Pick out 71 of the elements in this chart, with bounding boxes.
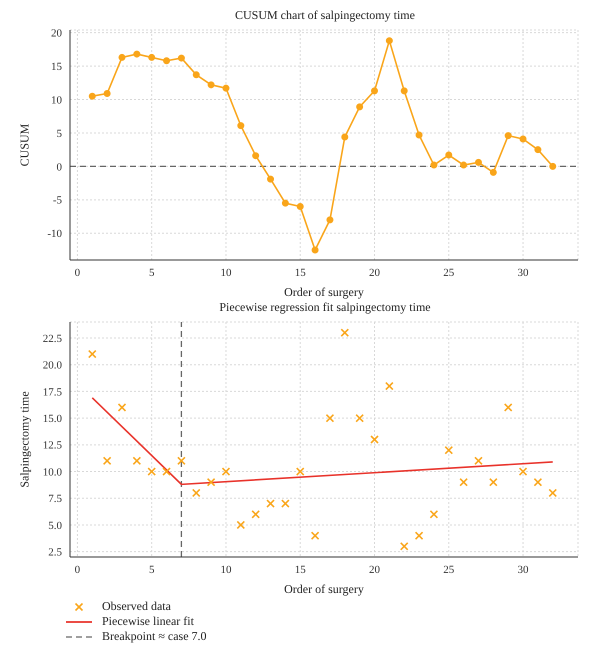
y-tick-label: 15.0	[42, 413, 62, 426]
chart-title: CUSUM chart of salpingectomy time	[234, 8, 416, 24]
x-tick-label: 30	[518, 564, 530, 576]
point	[222, 84, 230, 92]
y-tick-label: -10	[47, 228, 62, 240]
point	[326, 216, 334, 224]
y-tick-label: 20	[51, 28, 62, 40]
x-tick-label: 0	[74, 266, 81, 279]
y-tick-label: 5	[56, 128, 62, 140]
point	[208, 81, 215, 88]
point	[474, 158, 482, 166]
point	[267, 176, 274, 183]
point	[133, 50, 140, 58]
point	[237, 122, 244, 130]
point	[296, 203, 304, 210]
point	[460, 162, 468, 169]
x-axis-title: Order of surgery	[284, 582, 364, 596]
point	[356, 103, 364, 110]
x-axis-title: Order of surgery	[284, 285, 364, 299]
point	[163, 57, 170, 64]
y-tick-label: 10	[51, 94, 62, 106]
x-tick-label: 10	[220, 564, 232, 576]
legend-label: Observed data	[102, 599, 171, 614]
y-axis-title: Salpingectomy time	[17, 391, 32, 488]
point	[416, 131, 423, 138]
x-tick-label: 5	[148, 564, 155, 576]
point	[252, 152, 260, 160]
x-tick-label: 5	[148, 266, 155, 279]
y-tick-label: 17.5	[42, 386, 62, 398]
x-tick-label: 15	[294, 266, 306, 279]
point	[549, 162, 556, 170]
y-tick-label: 22.5	[42, 332, 62, 345]
point	[178, 54, 185, 62]
point	[341, 133, 348, 140]
y-tick-label: 10.0	[42, 466, 62, 478]
point	[148, 54, 156, 61]
y-axis-title: CUSUM	[17, 123, 32, 166]
x-tick-label: 15	[294, 564, 306, 576]
legend-label: Breakpoint ≈ case 7.0	[102, 629, 207, 644]
y-tick-label: 12.5	[42, 440, 62, 452]
point	[88, 92, 96, 100]
point	[386, 37, 393, 44]
point	[430, 162, 438, 169]
y-tick-label: 20.0	[42, 360, 62, 372]
y-tick-label: -5	[52, 194, 62, 207]
point	[504, 132, 512, 140]
x-tick-label: 0	[74, 564, 81, 576]
x-tick-label: 20	[369, 564, 381, 576]
point	[104, 90, 111, 98]
x-tick-label: 25	[443, 266, 455, 279]
y-tick-label: 15	[51, 61, 62, 74]
point	[534, 146, 542, 154]
point	[490, 168, 497, 176]
y-tick-label: 5.0	[48, 520, 62, 532]
x-tick-label: 20	[369, 266, 381, 279]
point	[192, 71, 200, 78]
point	[282, 200, 289, 207]
x-tick-label: 10	[220, 266, 232, 279]
chart-title: Piecewise regression fit salpingectomy time	[218, 300, 432, 316]
point	[118, 54, 126, 61]
point	[371, 87, 378, 94]
point	[312, 246, 319, 254]
y-tick-label: 2.5	[48, 546, 62, 559]
x-tick-label: 25	[443, 564, 455, 576]
y-tick-label: 7.5	[48, 493, 62, 506]
x-tick-label: 30	[518, 266, 530, 279]
point	[520, 135, 527, 142]
point	[400, 87, 408, 94]
point	[445, 152, 452, 159]
y-tick-label: 0	[56, 161, 62, 174]
legend-label: Piecewise linear fit	[102, 614, 194, 629]
